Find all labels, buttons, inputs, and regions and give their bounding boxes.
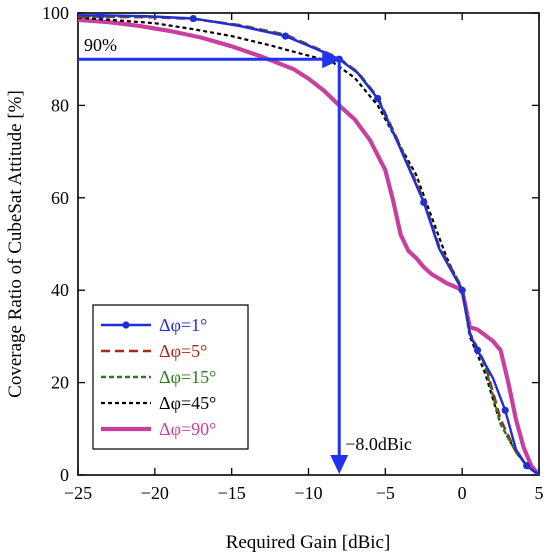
legend-label: Δφ=45° — [159, 393, 216, 413]
series-group — [78, 13, 539, 475]
series-marker — [458, 286, 466, 294]
y-tick-label: 20 — [51, 373, 69, 393]
x-tick-label: −20 — [141, 483, 169, 503]
y-tick-label: 0 — [60, 465, 69, 485]
series-marker — [281, 32, 290, 40]
y-axis-title: Coverage Ratio of CubeSat Attitude [%] — [5, 90, 26, 398]
series-marker — [535, 471, 539, 475]
x-tick-label: −15 — [218, 483, 246, 503]
y-tick-label: 80 — [51, 95, 69, 115]
threshold-arrowhead — [322, 50, 342, 69]
x-tick-label: 5 — [535, 483, 544, 503]
result-arrowhead — [330, 455, 349, 474]
series-marker — [420, 198, 428, 207]
y-tick-label: 100 — [42, 3, 69, 23]
y-tick-label: 40 — [51, 280, 69, 300]
series-marker — [374, 94, 382, 103]
x-tick-label: −10 — [294, 483, 322, 503]
series-marker — [97, 13, 105, 19]
threshold-label: 90% — [84, 35, 117, 55]
axis-ticks: −25 −20 −15 −10 −5 0 5 0 20 40 60 80 100 — [42, 3, 544, 503]
legend-label: Δφ=1° — [159, 315, 207, 335]
series-line — [78, 14, 539, 475]
series-line — [78, 17, 539, 475]
annotation-group: 90% −8.0dBic — [78, 35, 412, 474]
legend-marker — [122, 321, 130, 329]
series-marker — [189, 14, 197, 23]
x-axis-title: Required Gain [dBic] — [226, 532, 391, 553]
result-label: −8.0dBic — [345, 434, 412, 454]
legend-label: Δφ=15° — [159, 367, 216, 387]
legend: Δφ=1° Δφ=5° Δφ=15° Δφ=45° Δφ=90° — [92, 304, 249, 450]
legend-label: Δφ=5° — [159, 341, 207, 361]
x-tick-label: −5 — [376, 483, 395, 503]
x-tick-label: 0 — [458, 483, 467, 503]
series-marker — [473, 346, 482, 354]
x-tick-label: −25 — [64, 483, 92, 503]
series-marker — [523, 462, 531, 470]
series-line — [78, 16, 539, 475]
legend-label: Δφ=90° — [159, 419, 216, 439]
y-tick-label: 60 — [51, 188, 69, 208]
series-marker — [501, 406, 509, 414]
